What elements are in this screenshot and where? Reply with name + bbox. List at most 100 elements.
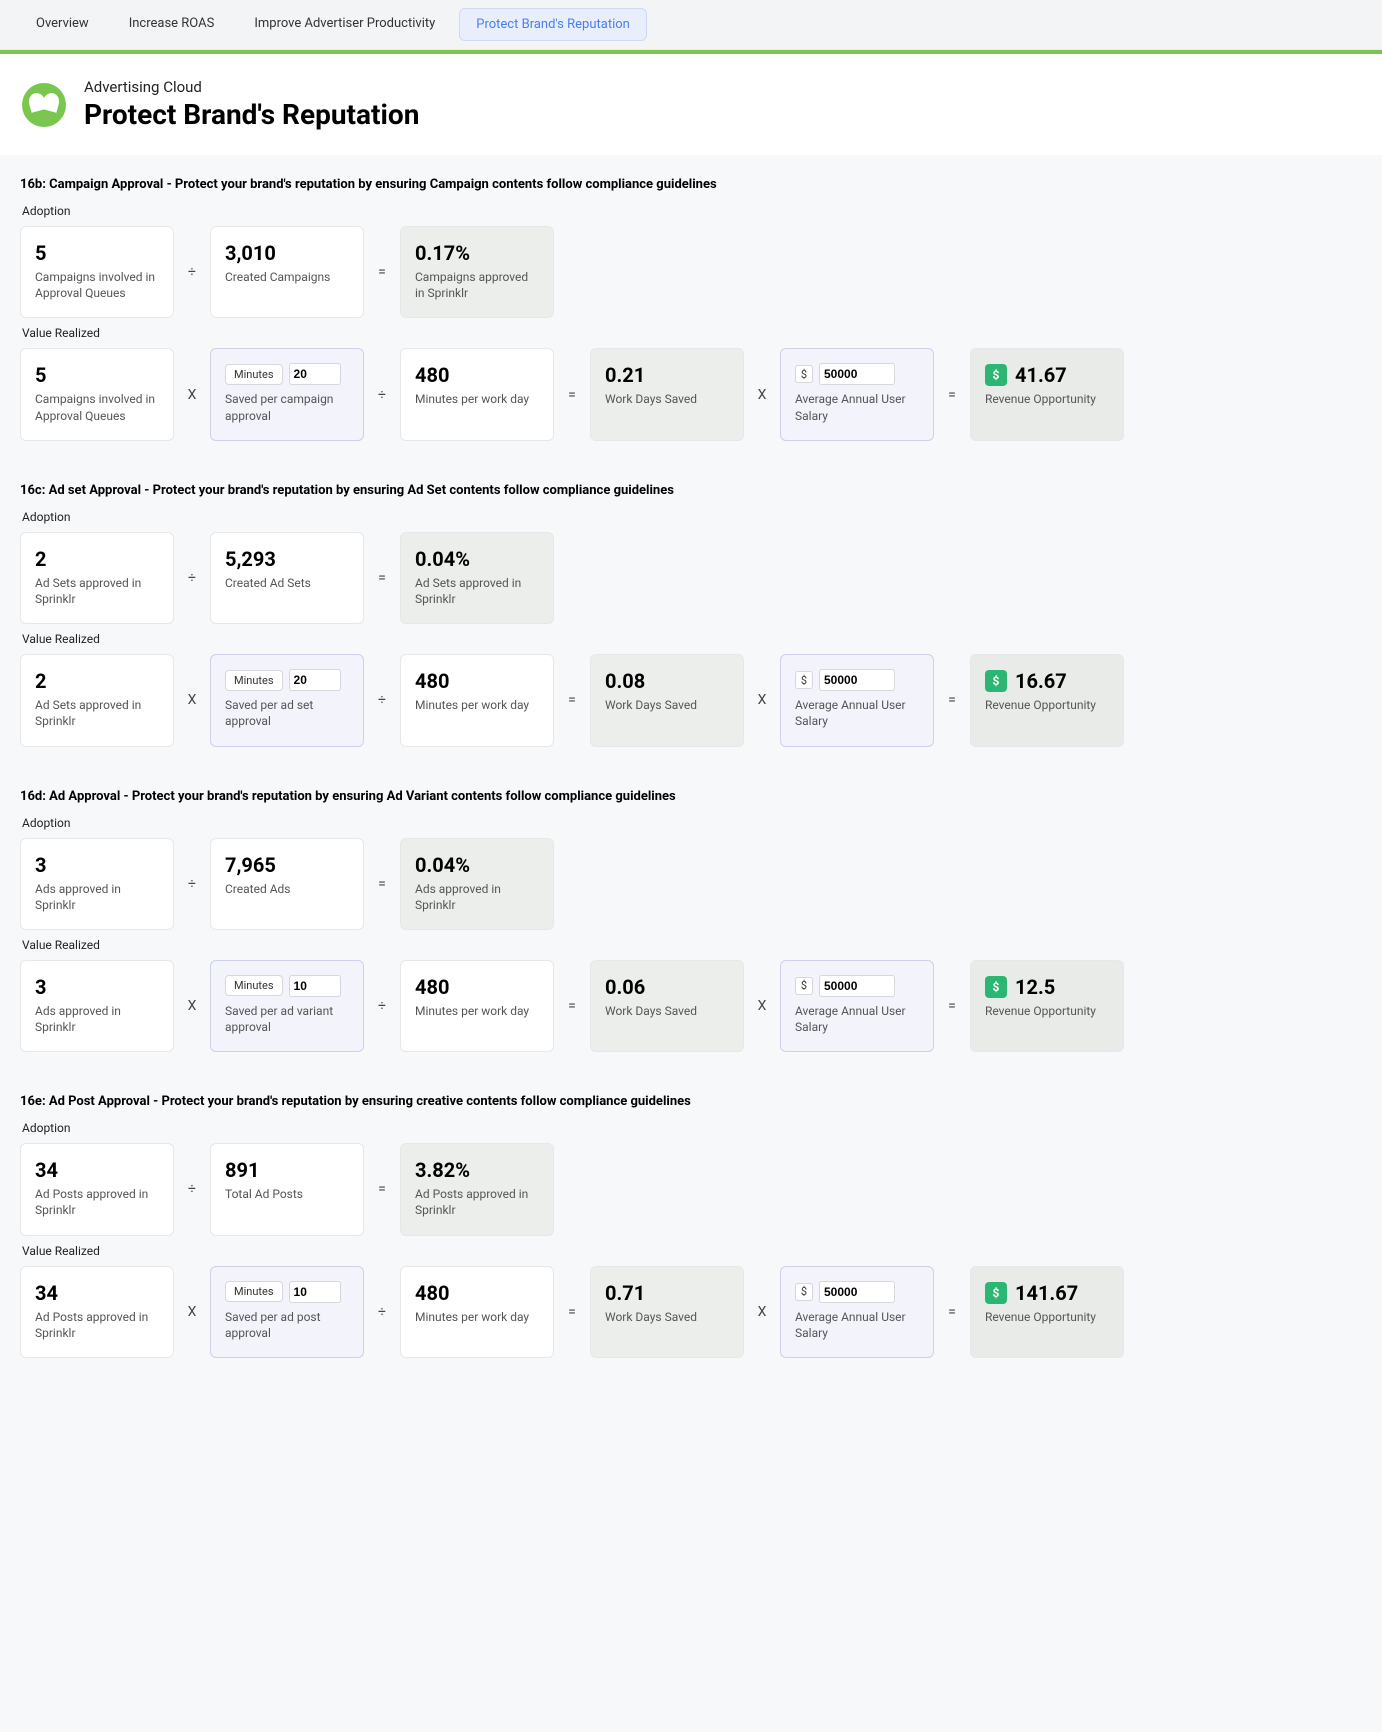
- adoption-b-value: 5,293: [225, 547, 349, 571]
- minutes-input[interactable]: [289, 363, 341, 385]
- operator: =: [940, 1266, 964, 1358]
- adoption-b-label: Created Ads: [225, 881, 349, 897]
- adoption-a-value: 5: [35, 241, 159, 265]
- salary-card: $ Average Annual User Salary: [780, 1266, 934, 1358]
- salary-input[interactable]: [819, 669, 895, 691]
- value-a-card: 3 Ads approved in Sprinklr: [20, 960, 174, 1052]
- salary-input[interactable]: [819, 975, 895, 997]
- salary-card: $ Average Annual User Salary: [780, 960, 934, 1052]
- minutes-unit-button[interactable]: Minutes: [225, 670, 283, 691]
- operator: X: [750, 960, 774, 1052]
- operator: X: [750, 348, 774, 440]
- minutes-unit-button[interactable]: Minutes: [225, 1281, 283, 1302]
- adoption-result-label: Ad Posts approved in Sprinklr: [415, 1186, 539, 1218]
- minutes-card: Minutes Saved per ad variant approval: [210, 960, 364, 1052]
- adoption-b-card: 3,010 Created Campaigns: [210, 226, 364, 318]
- value-row: 34 Ad Posts approved in Sprinklr X Minut…: [20, 1266, 1362, 1358]
- currency-icon: $: [795, 671, 813, 689]
- operator: =: [370, 532, 394, 624]
- minutes-label: Saved per ad post approval: [225, 1309, 349, 1341]
- revenue-label: Revenue Opportunity: [985, 1003, 1109, 1019]
- tab-protect-brand[interactable]: Protect Brand's Reputation: [459, 8, 647, 41]
- minutes-card: Minutes Saved per campaign approval: [210, 348, 364, 440]
- adoption-b-value: 7,965: [225, 853, 349, 877]
- adoption-b-value: 3,010: [225, 241, 349, 265]
- adoption-row: 34 Ad Posts approved in Sprinklr ÷ 891 T…: [20, 1143, 1362, 1235]
- adoption-result-value: 0.17%: [415, 241, 539, 265]
- adoption-a-label: Ad Sets approved in Sprinklr: [35, 575, 159, 607]
- adoption-a-card: 5 Campaigns involved in Approval Queues: [20, 226, 174, 318]
- operator: ÷: [370, 654, 394, 746]
- currency-icon: $: [795, 365, 813, 383]
- revenue-label: Revenue Opportunity: [985, 1309, 1109, 1325]
- value-a-card: 2 Ad Sets approved in Sprinklr: [20, 654, 174, 746]
- value-a-value: 3: [35, 975, 159, 999]
- minutes-input[interactable]: [289, 975, 341, 997]
- operator: =: [940, 960, 964, 1052]
- currency-icon: $: [795, 1283, 813, 1301]
- value-a-card: 5 Campaigns involved in Approval Queues: [20, 348, 174, 440]
- adoption-label: Adoption: [22, 816, 1362, 830]
- salary-input[interactable]: [819, 363, 895, 385]
- salary-card: $ Average Annual User Salary: [780, 654, 934, 746]
- work-days-card: 0.08 Work Days Saved: [590, 654, 744, 746]
- adoption-b-value: 891: [225, 1158, 349, 1182]
- operator: =: [560, 960, 584, 1052]
- value-a-label: Ad Posts approved in Sprinklr: [35, 1309, 159, 1341]
- section-title: 16d: Ad Approval - Protect your brand's …: [20, 789, 1362, 804]
- minutes-card: Minutes Saved per ad post approval: [210, 1266, 364, 1358]
- page-title: Protect Brand's Reputation: [84, 98, 419, 131]
- work-days-card: 0.06 Work Days Saved: [590, 960, 744, 1052]
- adoption-a-label: Ads approved in Sprinklr: [35, 881, 159, 913]
- adoption-result-card: 0.04% Ads approved in Sprinklr: [400, 838, 554, 930]
- adoption-label: Adoption: [22, 510, 1362, 524]
- minutes-per-day-value: 480: [415, 1281, 539, 1305]
- section-title: 16c: Ad set Approval - Protect your bran…: [20, 483, 1362, 498]
- adoption-result-card: 0.04% Ad Sets approved in Sprinklr: [400, 532, 554, 624]
- work-days-value: 0.21: [605, 363, 729, 387]
- adoption-result-value: 0.04%: [415, 853, 539, 877]
- tab-increase-roas[interactable]: Increase ROAS: [113, 8, 231, 41]
- revenue-value: 16.67: [1015, 669, 1067, 693]
- value-realized-label: Value Realized: [22, 938, 1362, 952]
- dollar-badge-icon: $: [985, 670, 1007, 692]
- minutes-card: Minutes Saved per ad set approval: [210, 654, 364, 746]
- value-a-label: Campaigns involved in Approval Queues: [35, 391, 159, 423]
- adoption-label: Adoption: [22, 204, 1362, 218]
- salary-input[interactable]: [819, 1281, 895, 1303]
- tab-improve-productivity[interactable]: Improve Advertiser Productivity: [238, 8, 451, 41]
- adoption-row: 3 Ads approved in Sprinklr ÷ 7,965 Creat…: [20, 838, 1362, 930]
- operator: ÷: [180, 226, 204, 318]
- minutes-unit-button[interactable]: Minutes: [225, 975, 283, 996]
- work-days-label: Work Days Saved: [605, 697, 729, 713]
- work-days-label: Work Days Saved: [605, 1309, 729, 1325]
- operator: ÷: [370, 348, 394, 440]
- operator: =: [940, 654, 964, 746]
- dollar-badge-icon: $: [985, 976, 1007, 998]
- adoption-result-card: 3.82% Ad Posts approved in Sprinklr: [400, 1143, 554, 1235]
- tab-overview[interactable]: Overview: [20, 8, 105, 41]
- minutes-per-day-card: 480 Minutes per work day: [400, 348, 554, 440]
- operator: X: [180, 654, 204, 746]
- revenue-card: $ 12.5 Revenue Opportunity: [970, 960, 1124, 1052]
- value-a-value: 34: [35, 1281, 159, 1305]
- adoption-result-card: 0.17% Campaigns approved in Sprinklr: [400, 226, 554, 318]
- revenue-label: Revenue Opportunity: [985, 391, 1109, 407]
- page-header: Advertising Cloud Protect Brand's Reputa…: [0, 54, 1382, 155]
- minutes-unit-button[interactable]: Minutes: [225, 364, 283, 385]
- work-days-value: 0.71: [605, 1281, 729, 1305]
- adoption-row: 2 Ad Sets approved in Sprinklr ÷ 5,293 C…: [20, 532, 1362, 624]
- adoption-a-label: Ad Posts approved in Sprinklr: [35, 1186, 159, 1218]
- operator: ÷: [370, 960, 394, 1052]
- revenue-card: $ 141.67 Revenue Opportunity: [970, 1266, 1124, 1358]
- work-days-value: 0.08: [605, 669, 729, 693]
- work-days-card: 0.21 Work Days Saved: [590, 348, 744, 440]
- adoption-a-value: 34: [35, 1158, 159, 1182]
- minutes-per-day-label: Minutes per work day: [415, 1003, 539, 1019]
- dollar-badge-icon: $: [985, 364, 1007, 386]
- value-a-card: 34 Ad Posts approved in Sprinklr: [20, 1266, 174, 1358]
- minutes-input[interactable]: [289, 669, 341, 691]
- operator: =: [940, 348, 964, 440]
- minutes-input[interactable]: [289, 1281, 341, 1303]
- operator: =: [560, 348, 584, 440]
